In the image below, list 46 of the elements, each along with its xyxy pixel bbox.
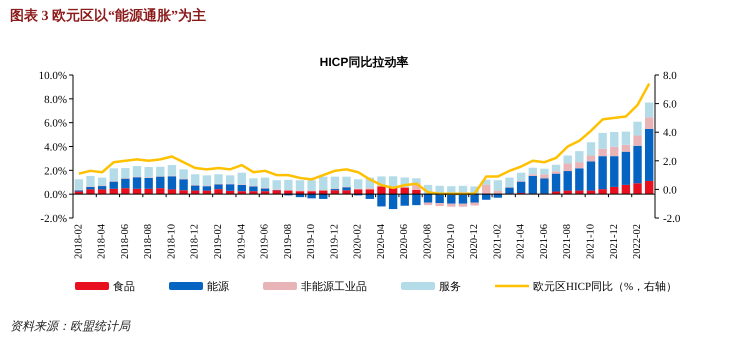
text: 资料来源：欧盟统计局 (10, 319, 131, 333)
y-tick-label: -2.0% (40, 213, 67, 225)
y-tick-label: 2.0% (44, 165, 67, 178)
legend-label: 非能源工业品 (301, 280, 367, 293)
x-tick-label: 2021-06 (538, 224, 550, 259)
x-tick-label: 2021-08 (562, 224, 574, 259)
x-tick-label: 2022-02 (632, 224, 644, 259)
legend-label: 食品 (113, 281, 135, 293)
x-tick-label: 2019-06 (260, 224, 271, 259)
x-tick-label: 2018-12 (190, 224, 201, 259)
chart-subtitle: HICP同比拉动率 (320, 55, 408, 69)
y2-tick-label: 6.0 (663, 98, 678, 111)
y2-tick-label: -2.0 (663, 213, 681, 225)
x-tick-label: 2020-06 (399, 224, 410, 259)
x-tick-label: 2018-06 (120, 224, 131, 259)
y-tick-label: 10.0% (38, 70, 67, 82)
x-tick-label: 2019-10 (306, 224, 318, 259)
x-tick-label: 2019-12 (329, 224, 340, 259)
chart-title: 图表 3 欧元区以“能源通胀”为主 (10, 7, 206, 24)
x-tick-label: 2019-08 (282, 224, 294, 259)
y-tick-label: 8.0% (44, 94, 67, 106)
x-tick-label: 2020-10 (446, 224, 457, 259)
y2-tick-label: 2.0 (663, 156, 678, 168)
x-tick-label: 2020-08 (422, 224, 434, 259)
y2-tick-label: 4.0 (663, 127, 678, 140)
x-tick-label: 2020-04 (376, 223, 387, 259)
x-tick-label: 2020-12 (469, 224, 480, 259)
x-tick-label: 2018-08 (143, 224, 154, 259)
y-tick-label: 0.0% (44, 189, 67, 202)
x-tick-label: 2018-04 (96, 223, 108, 259)
legend-label: 服务 (439, 281, 461, 293)
y-tick-label: 6.0% (44, 118, 67, 130)
y-tick-label: 4.0% (44, 142, 67, 154)
legend-label: 欧元区HICP同比（%，右轴） (533, 280, 678, 293)
x-tick-label: 2021-04 (516, 223, 527, 259)
x-tick-label: 2021-12 (608, 224, 620, 259)
x-tick-label: 2018-02 (73, 224, 84, 259)
y2-tick-label: 0.0 (663, 184, 678, 196)
x-tick-label: 2021-10 (585, 224, 596, 259)
legend-label: 能源 (207, 280, 229, 293)
x-tick-label: 2018-10 (166, 224, 178, 259)
x-tick-label: 2019-02 (213, 224, 224, 259)
x-tick-label: 2020-02 (352, 224, 364, 259)
x-tick-label: 2021-02 (492, 224, 504, 259)
x-tick-label: 2019-04 (236, 223, 248, 259)
y2-tick-label: 8.0 (663, 70, 678, 82)
